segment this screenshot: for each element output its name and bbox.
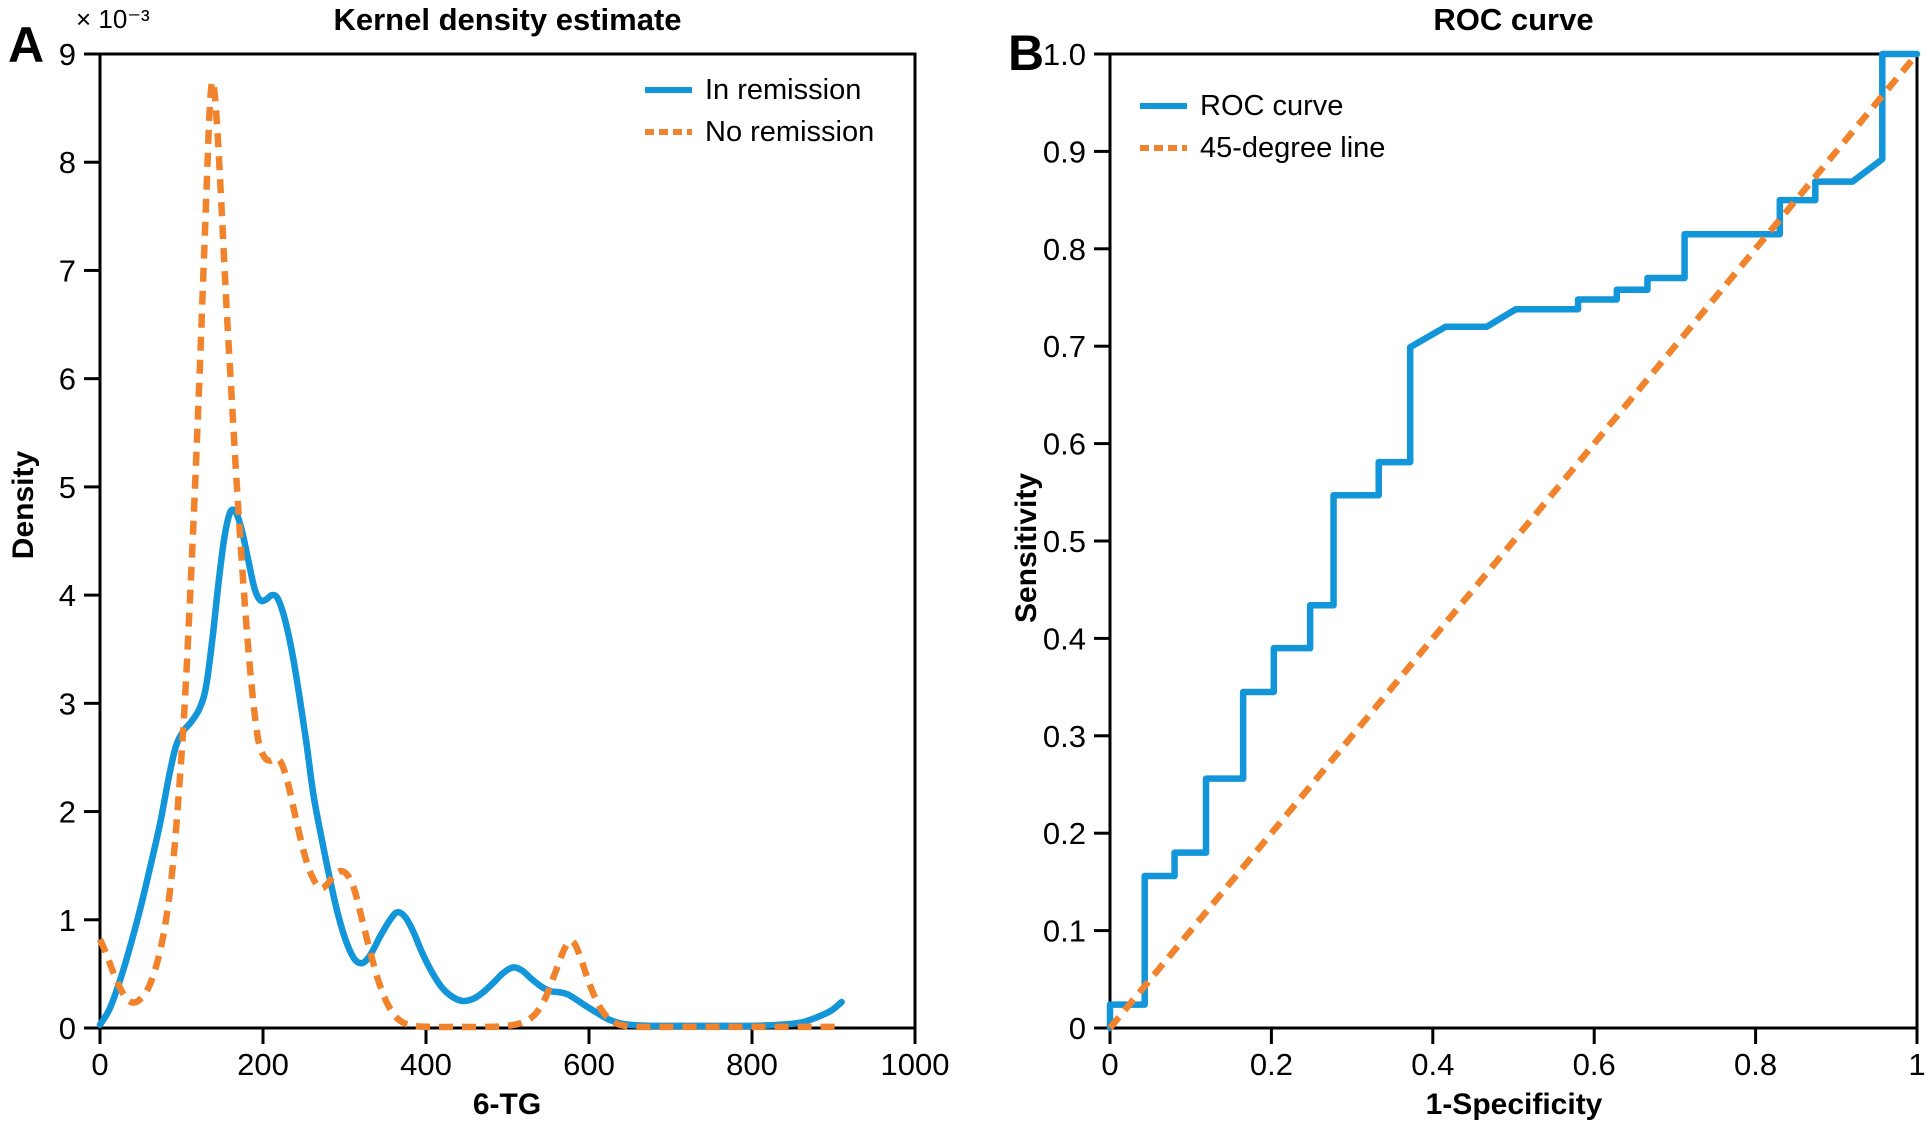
x-tick-label: 1000 [881,1047,950,1082]
kde-y-axis-multiplier: × 10⁻³ [76,4,150,34]
y-tick-label: 0 [1069,1011,1086,1046]
y-tick-label: 0.9 [1043,134,1086,169]
kde-y-axis-label: Density [7,450,40,560]
kde-legend-label: No remission [705,115,875,148]
roc-legend-label: 45-degree line [1200,131,1386,164]
x-tick-label: 0.4 [1411,1047,1454,1082]
y-tick-label: 0.8 [1043,232,1086,267]
kde-legend-item-no-remission: No remission [645,116,874,148]
y-tick-label: 0.2 [1043,816,1086,851]
y-tick-label: 2 [59,795,76,830]
kde-series-in-remission [96,506,845,1030]
roc-y-axis-label: Sensitivity [1010,472,1043,624]
roc-legend: ROC curve 45-degree line [1140,90,1385,164]
x-tick-label: 200 [237,1047,289,1082]
roc-x-axis-label: 1-Specificity [1425,1088,1603,1121]
kde-plot-area: 0 200 400 600 800 1000 0 1 2 3 4 5 6 7 8 9 [59,37,950,1082]
roc-title: ROC curve [1433,2,1594,37]
roc-legend-item-45-degree-line: 45-degree line [1140,132,1385,164]
kde-x-axis-label: 6-TG [472,1088,542,1121]
y-tick-label: 5 [59,470,76,505]
y-tick-label: 0.7 [1043,329,1086,364]
x-tick-label: 1 [1908,1047,1925,1082]
roc-series-roc-curve [1106,50,1921,1032]
kde-x-axis: 0 200 400 600 800 1000 [91,1028,949,1082]
roc-legend-item-roc-curve: ROC curve [1140,90,1385,122]
kde-legend-label: In remission [705,73,862,106]
y-tick-label: 4 [59,578,76,613]
x-tick-label: 600 [563,1047,615,1082]
kde-title: Kernel density estimate [333,2,682,37]
kde-series-no-remission [97,78,838,1031]
x-tick-label: 0 [1101,1047,1118,1082]
solid-line-swatch [645,87,692,93]
y-tick-label: 0 [59,1011,76,1046]
roc-series-45-degree-line [1107,51,1920,1031]
x-tick-label: 400 [400,1047,452,1082]
y-tick-label: 0.1 [1043,914,1086,949]
kde-legend: In remission No remission [645,74,874,148]
solid-line-swatch [1140,103,1187,109]
y-tick-label: 7 [59,253,76,288]
y-tick-label: 0.3 [1043,719,1086,754]
panel-letter-a: A [8,17,45,73]
y-tick-label: 0.5 [1043,524,1086,559]
y-tick-label: 0.6 [1043,427,1086,462]
y-tick-label: 1 [59,903,76,938]
y-tick-label: 0.4 [1043,621,1086,656]
roc-y-axis: 0 0.1 0.2 0.3 0.4 0.5 0.6 0.7 0.8 0.9 1.0 [1043,37,1110,1046]
dashed-line-swatch [645,129,692,135]
roc-x-axis: 0 0.2 0.4 0.6 0.8 1 [1101,1028,1926,1082]
roc-plot-area: 0 0.2 0.4 0.6 0.8 100.10.20.30.40.50.60.70.80… [1043,37,1926,1082]
panel-letter-b: B [1008,25,1045,81]
x-tick-label: 0 [91,1047,108,1082]
kde-y-axis: 0 1 2 3 4 5 6 7 8 9 [59,37,100,1046]
x-tick-label: 0.8 [1734,1047,1777,1082]
y-tick-label: 6 [59,362,76,397]
kde-plot-frame [98,52,917,1030]
kde-legend-item-in-remission: In remission [645,74,874,106]
x-tick-label: 800 [726,1047,778,1082]
roc-legend-label: ROC curve [1200,89,1344,122]
x-tick-label: 0.6 [1573,1047,1616,1082]
y-tick-label: 8 [59,145,76,180]
x-tick-label: 0.2 [1250,1047,1293,1082]
y-tick-label: 9 [59,37,76,72]
dashed-line-swatch [1140,145,1187,151]
y-tick-label: 3 [59,686,76,721]
y-tick-label: 1.0 [1043,37,1086,72]
